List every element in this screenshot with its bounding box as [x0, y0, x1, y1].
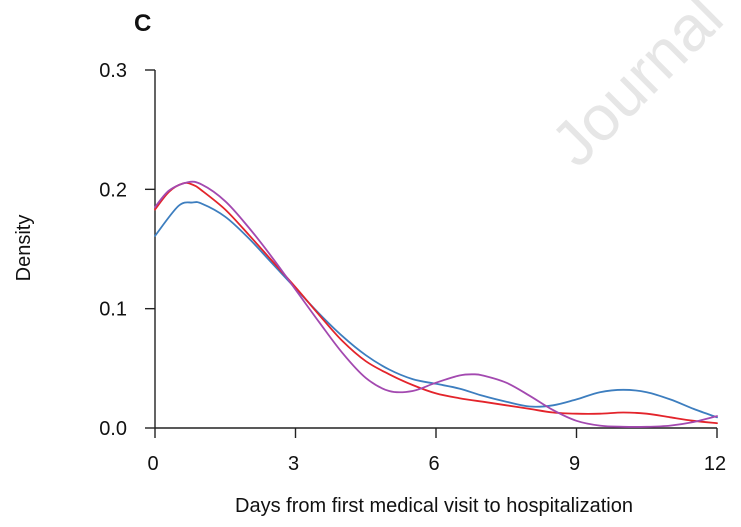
density-line-2	[154, 182, 718, 425]
x-tick-label: 6	[428, 453, 439, 475]
series-layer	[154, 180, 718, 428]
x-tick-label: 9	[569, 453, 580, 475]
x-tick-label: 0	[147, 453, 158, 475]
density-line-1	[154, 201, 718, 419]
y-tick-label: 0.1	[99, 299, 127, 321]
x-tick-label: 3	[288, 453, 299, 475]
x-tick-label: 12	[704, 453, 726, 475]
density-line-3	[154, 180, 718, 428]
y-tick-label: 0.0	[99, 418, 127, 440]
y-tick-label: 0.3	[99, 60, 127, 82]
x-axis-title: Days from first medical visit to hospita…	[235, 495, 633, 517]
journal-watermark: Journal	[537, 0, 736, 180]
y-tick-label: 0.2	[99, 179, 127, 201]
axes: 0.0 0.1 0.2 0.3 0 3 6 9 12	[99, 60, 726, 475]
panel-label: C	[134, 10, 151, 37]
y-axis-title: Density	[13, 215, 35, 282]
